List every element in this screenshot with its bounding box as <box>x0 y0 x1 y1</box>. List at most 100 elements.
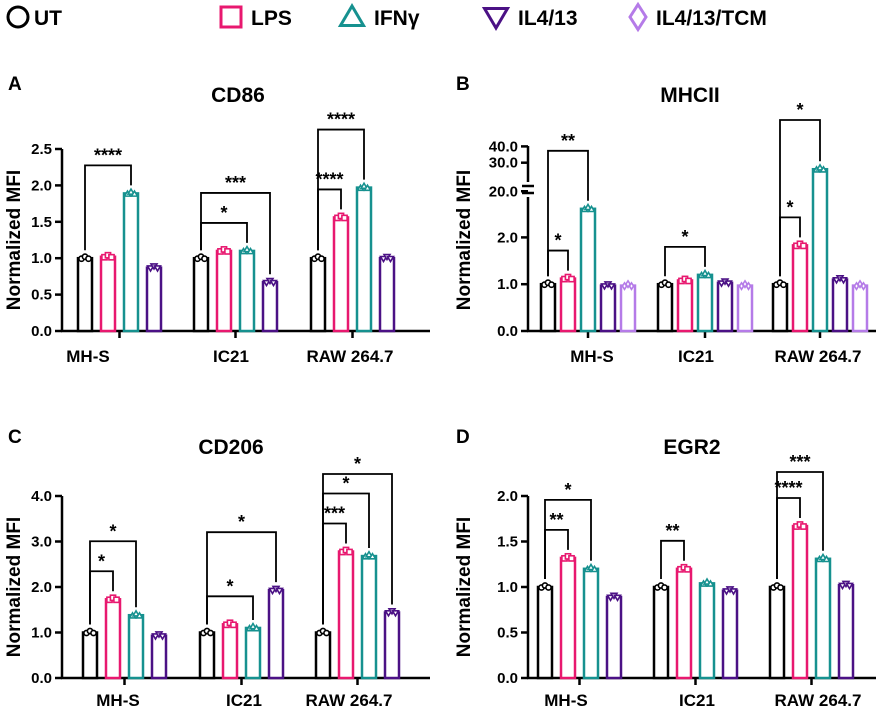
bar <box>127 613 145 680</box>
significance-brackets: ****** <box>547 100 821 277</box>
legend-label: IL4/13 <box>518 7 578 30</box>
bar-ic21-ut <box>652 582 670 680</box>
bar-raw-264-7-lps <box>791 521 809 680</box>
significance-brackets: ************ <box>544 452 824 579</box>
bar <box>355 186 373 333</box>
significance-label: * <box>342 474 349 494</box>
data-point <box>135 611 144 619</box>
bar <box>215 249 233 333</box>
significance-bracket: ** <box>547 131 589 277</box>
significance-bracket: * <box>779 100 821 277</box>
bar-mh-s-lps <box>104 594 122 680</box>
significance-label: ** <box>549 510 563 530</box>
bars <box>76 181 396 333</box>
data-point <box>717 280 726 288</box>
significance-bracket: * <box>322 454 393 625</box>
data-point <box>624 279 632 289</box>
data-point <box>323 629 330 637</box>
bar-ic21-ifn- <box>696 268 714 333</box>
bracket-line <box>779 119 821 277</box>
data-point <box>262 279 271 288</box>
bar-raw-264-7-il4-13 <box>383 607 401 680</box>
x-category-label: RAW 264.7 <box>307 347 394 366</box>
data-point <box>800 523 807 530</box>
y-tick-label: 40.0 <box>489 138 518 155</box>
data-point <box>151 633 160 641</box>
bar <box>332 216 350 333</box>
bar-mh-s-il4-13 <box>145 263 163 333</box>
bar-ic21-lps <box>221 619 239 680</box>
data-point <box>815 163 825 171</box>
data-point <box>146 265 155 273</box>
data-point <box>586 562 596 571</box>
legend-marker-square <box>219 5 243 29</box>
data-point <box>729 588 738 596</box>
legend-marker-diamond <box>628 1 648 33</box>
bar <box>831 278 849 333</box>
data-point <box>685 277 692 285</box>
bar <box>579 207 597 333</box>
chart-title: CD86 <box>211 84 265 107</box>
data-point <box>613 594 622 602</box>
bar-ic21-ifn- <box>698 577 716 680</box>
bar <box>267 588 285 680</box>
x-category-label: MH-S <box>66 347 109 366</box>
bar-raw-264-7-ifn- <box>355 181 373 333</box>
bar-mh-s-ifn- <box>122 187 140 333</box>
bracket-line <box>547 149 589 277</box>
bar <box>675 567 693 680</box>
data-point <box>741 279 749 289</box>
x-category-label: IC21 <box>226 691 262 710</box>
y-tick-label: 2.0 <box>31 177 52 194</box>
data-point <box>665 281 672 289</box>
bar-mh-s-il4-13 <box>599 281 617 333</box>
bar-raw-264-7-ut <box>309 253 327 333</box>
data-point <box>545 584 552 591</box>
x-category-label: MH-S <box>96 691 139 710</box>
bar <box>851 284 869 333</box>
bars <box>81 546 401 680</box>
bar-raw-264-7-il4-13 <box>831 275 849 333</box>
data-point <box>548 281 555 289</box>
data-point <box>268 587 277 596</box>
data-point <box>587 204 596 213</box>
y-tick-label: 1.5 <box>31 214 52 231</box>
data-point <box>722 588 731 596</box>
y-tick-label: 1.0 <box>497 276 518 293</box>
bar <box>145 266 163 333</box>
data-point <box>607 283 616 291</box>
legend-label: UT <box>34 7 62 30</box>
legend-marker-circle <box>6 5 30 29</box>
data-point <box>706 579 715 587</box>
bar <box>238 249 256 333</box>
y-tick-label: 0.5 <box>31 287 52 304</box>
bar <box>122 192 140 333</box>
bar <box>559 556 577 680</box>
significance-label: * <box>796 100 803 120</box>
data-point <box>684 565 691 573</box>
bar-mh-s-ut <box>81 627 99 680</box>
data-point <box>628 281 635 291</box>
significance-bracket: * <box>206 512 277 625</box>
panel-a: A CD86 Normalized MFI 0.0 0.5 1.0 1.5 2.0 2.5 MH-… <box>4 74 430 366</box>
data-point <box>201 255 208 263</box>
significance-bracket: * <box>200 203 248 251</box>
legend-label: IL4/13/TCM <box>656 7 767 30</box>
bar <box>696 273 714 333</box>
significance-label: *** <box>324 504 345 524</box>
bar <box>605 595 623 680</box>
bar <box>559 277 577 333</box>
y-tick-label: 20.0 <box>489 183 518 200</box>
data-point <box>606 594 615 602</box>
x-category-label: RAW 264.7 <box>775 691 862 710</box>
chart-title: CD206 <box>198 436 263 459</box>
significance-bracket: * <box>664 227 706 277</box>
x-category-label: IC21 <box>679 691 715 710</box>
data-point <box>590 564 599 573</box>
bar-raw-264-7-lps <box>791 240 809 333</box>
y-tick-label: 2.5 <box>31 141 52 158</box>
chart-title: EGR2 <box>663 436 720 459</box>
bar <box>811 167 829 333</box>
bar <box>383 611 401 680</box>
bar <box>104 598 122 680</box>
